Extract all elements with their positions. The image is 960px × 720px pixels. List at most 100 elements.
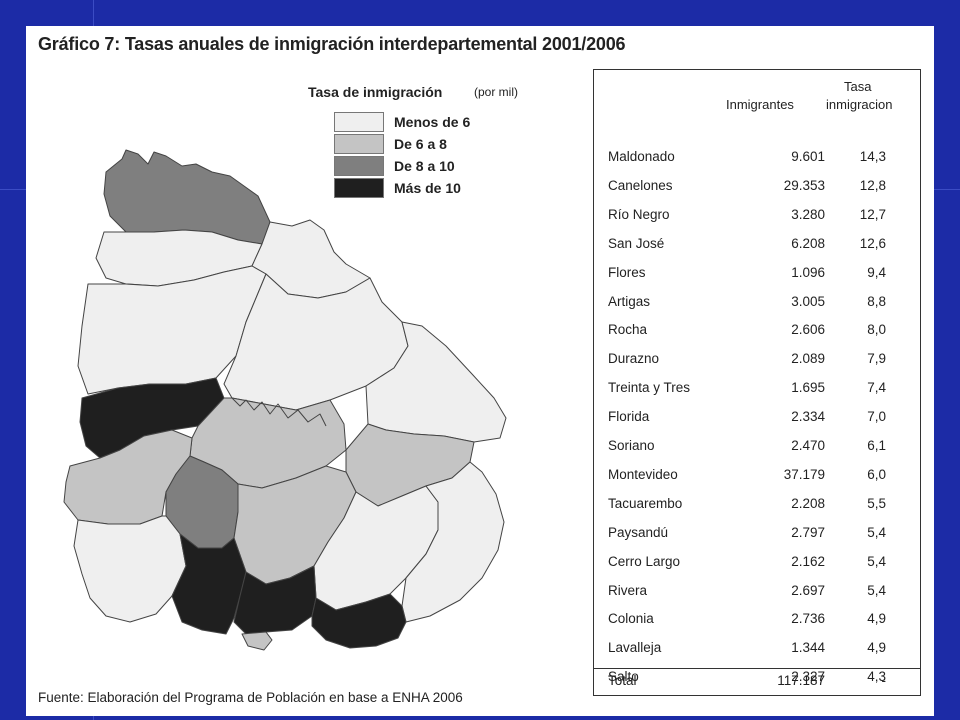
tasa-value: 5,4 [867, 553, 886, 569]
department-name: Soriano [608, 438, 655, 453]
dept-rocha [401, 461, 505, 623]
total-inmigrantes: 117.187 [777, 673, 825, 688]
reservoir-shoreline [231, 397, 327, 427]
tasa-value: 7,4 [867, 380, 886, 396]
legend-label: De 8 a 10 [394, 158, 455, 174]
inmigrantes-value: 6.208 [791, 235, 825, 251]
inmigrantes-value: 29.353 [783, 177, 825, 193]
department-name: Colonia [608, 611, 654, 627]
dept-lavalleja [313, 485, 439, 611]
department-name: Lavalleja [608, 640, 662, 656]
tasa-value: 4,3 [867, 669, 886, 685]
inmigrantes-value: 1.344 [791, 640, 825, 656]
legend-title: Tasa de inmigración [308, 84, 443, 100]
immigration-table: Tasa Inmigrantes inmigracion Maldonado 9.… [593, 69, 921, 696]
tasa-value: 6,0 [867, 466, 886, 482]
table-total-row: Total 117.187 - [594, 670, 920, 696]
table-row: Lavalleja 1.344 4,9 [594, 637, 920, 663]
department-name: Tacuarembo [608, 495, 683, 511]
header-tasa-line2: inmigracion [826, 97, 893, 112]
table-row: Maldonado 9.601 14,3 [594, 146, 920, 172]
inmigrantes-value: 37.179 [783, 466, 825, 482]
tasa-value: 6,1 [867, 438, 886, 453]
dept-montevideo [241, 631, 273, 651]
table-row: Rivera 2.697 5,4 [594, 580, 920, 606]
inmigrantes-value: 2.797 [791, 524, 825, 540]
table-row: Durazno 2.089 7,9 [594, 348, 920, 374]
legend-swatch [334, 156, 384, 176]
table-row: Colonia 2.736 4,9 [594, 608, 920, 634]
table-row: San José 6.208 12,6 [594, 233, 920, 259]
department-name: San José [608, 235, 665, 251]
header-tasa-line1: Tasa [844, 79, 872, 94]
department-name: Río Negro [608, 206, 670, 222]
source-note: Fuente: Elaboración del Programa de Pobl… [38, 690, 463, 705]
legend-label: Menos de 6 [394, 114, 471, 130]
table-row: Paysandú 2.797 5,4 [594, 522, 920, 548]
department-name: Canelones [608, 177, 673, 193]
total-label: Total [608, 673, 637, 688]
legend-label: Más de 10 [394, 180, 461, 196]
tasa-value: 14,3 [859, 149, 886, 164]
department-name: Paysandú [608, 524, 669, 540]
tasa-value: 12,8 [859, 177, 886, 193]
department-name: Montevideo [608, 466, 678, 482]
tasa-value: 9,4 [867, 264, 886, 280]
inmigrantes-value: 2.208 [791, 495, 825, 511]
dept-maldonado [311, 593, 407, 649]
table-row: Cerro Largo 2.162 5,4 [594, 551, 920, 577]
inmigrantes-value: 3.005 [791, 293, 825, 309]
chart-title: Gráfico 7: Tasas anuales de inmigración … [38, 34, 626, 54]
tasa-value: 4,9 [867, 640, 886, 656]
department-name: Rocha [608, 322, 648, 338]
tasa-value: 5,5 [867, 495, 886, 511]
tasa-value: 8,0 [867, 322, 886, 338]
total-divider [594, 668, 920, 669]
table-row: Montevideo 37.179 6,0 [594, 464, 920, 490]
dept-san-jose [171, 533, 247, 635]
total-tasa: - [881, 673, 887, 688]
table-row: Río Negro 3.280 12,7 [594, 204, 920, 230]
department-name: Cerro Largo [608, 553, 681, 569]
tasa-value: 7,0 [867, 409, 886, 425]
department-name: Rivera [608, 582, 648, 598]
tasa-value: 5,4 [867, 582, 886, 598]
inmigrantes-value: 3.280 [791, 206, 825, 222]
inmigrantes-value: 2.327 [791, 669, 825, 685]
table-row: Artigas 3.005 8,8 [594, 291, 920, 317]
department-name: Treinta y Tres [608, 380, 691, 396]
inmigrantes-value: 2.162 [791, 553, 825, 569]
table-row: Canelones 29.353 12,8 [594, 175, 920, 201]
legend-label: De 6 a 8 [394, 136, 447, 152]
table-row: Tacuarembo 2.208 5,5 [594, 493, 920, 519]
tasa-value: 7,9 [867, 351, 886, 367]
inmigrantes-value: 2.334 [791, 409, 825, 425]
tasa-value: 4,9 [867, 611, 886, 627]
department-name: Durazno [608, 351, 660, 367]
table-row: Flores 1.096 9,4 [594, 262, 920, 288]
tasa-value: 5,4 [867, 524, 886, 540]
legend-swatch [334, 112, 384, 132]
inmigrantes-value: 2.089 [791, 351, 825, 367]
table-row: Rocha 2.606 8,0 [594, 319, 920, 345]
tasa-value: 8,8 [867, 293, 886, 309]
inmigrantes-value: 2.736 [791, 611, 825, 627]
tasa-value: 12,7 [859, 206, 886, 222]
department-name: Salto [608, 669, 639, 685]
inmigrantes-value: 9.601 [791, 149, 825, 164]
inmigrantes-value: 2.606 [791, 322, 825, 338]
inmigrantes-value: 1.096 [791, 264, 825, 280]
department-name: Artigas [608, 293, 651, 309]
inmigrantes-value: 1.695 [791, 380, 825, 396]
table-row: Treinta y Tres 1.695 7,4 [594, 377, 920, 403]
tasa-value: 12,6 [859, 235, 886, 251]
dept-colonia [73, 515, 187, 623]
department-name: Florida [608, 409, 650, 425]
table-row: Florida 2.334 7,0 [594, 406, 920, 432]
table-row: Salto 2.327 4,3 [594, 666, 920, 692]
legend-swatch [334, 178, 384, 198]
inmigrantes-value: 2.697 [791, 582, 825, 598]
department-name: Flores [608, 264, 646, 280]
legend-swatch [334, 134, 384, 154]
table-row: Soriano 2.470 6,1 [594, 435, 920, 461]
